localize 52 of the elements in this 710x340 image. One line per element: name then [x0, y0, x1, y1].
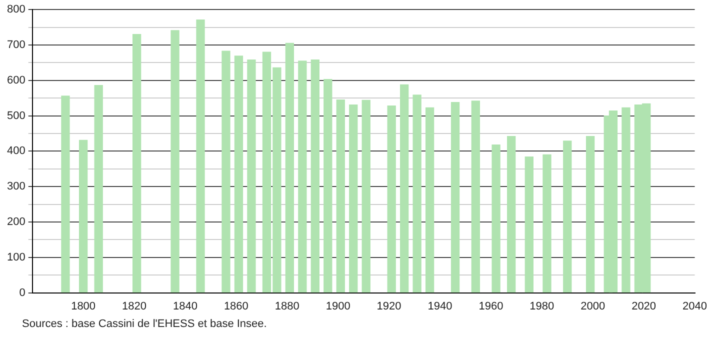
x-tick-label: 2000 — [580, 300, 606, 312]
bar — [132, 34, 142, 293]
bar — [349, 104, 358, 293]
y-tick-label: 0 — [19, 286, 26, 299]
bar — [524, 156, 534, 293]
source-note: Sources : base Cassini de l'EHESS et base Insee. — [22, 318, 268, 330]
x-tick-label: 2020 — [632, 300, 656, 312]
bar — [362, 100, 370, 293]
y-tick-label: 400 — [6, 145, 26, 158]
bar — [78, 140, 88, 293]
y-tick-label: 300 — [6, 180, 26, 193]
bar — [563, 140, 572, 293]
bar — [298, 60, 307, 293]
x-tick-label: 1880 — [274, 300, 300, 312]
bar — [170, 30, 180, 293]
bar — [234, 56, 244, 293]
x-tick-label: 1960 — [478, 300, 504, 312]
bar — [94, 85, 103, 293]
bar — [586, 136, 595, 293]
bar — [507, 136, 516, 293]
x-tick-label: 1980 — [530, 300, 554, 312]
bar — [222, 50, 230, 293]
bar — [622, 107, 630, 293]
bar — [387, 106, 396, 293]
x-tick-label: 1920 — [376, 300, 402, 312]
bar — [310, 60, 320, 293]
bar — [336, 100, 345, 293]
bar — [196, 20, 205, 293]
x-tick-label: 1900 — [326, 300, 350, 312]
y-tick-label: 600 — [6, 74, 26, 86]
bar — [400, 84, 409, 293]
x-tick-label: 1860 — [224, 300, 248, 312]
y-tick-label: 500 — [6, 110, 26, 122]
x-tick-label: 1820 — [122, 300, 147, 312]
bar — [450, 102, 460, 293]
bar — [324, 79, 332, 293]
x-tick-label: 1800 — [71, 300, 96, 312]
bar — [285, 42, 294, 293]
bar — [425, 107, 434, 293]
x-tick-label: 1940 — [428, 300, 452, 312]
bar — [412, 94, 422, 293]
bar — [247, 60, 256, 293]
x-tick-label: 1840 — [172, 300, 198, 312]
y-tick-label: 700 — [6, 39, 26, 52]
x-tick-label: 2040 — [682, 300, 708, 312]
bar — [542, 154, 552, 293]
bar — [471, 100, 480, 293]
y-tick-label: 200 — [6, 216, 26, 228]
bar — [492, 144, 500, 293]
bar — [61, 96, 70, 293]
y-tick-label: 100 — [6, 251, 26, 264]
y-tick-label: 800 — [6, 4, 26, 16]
